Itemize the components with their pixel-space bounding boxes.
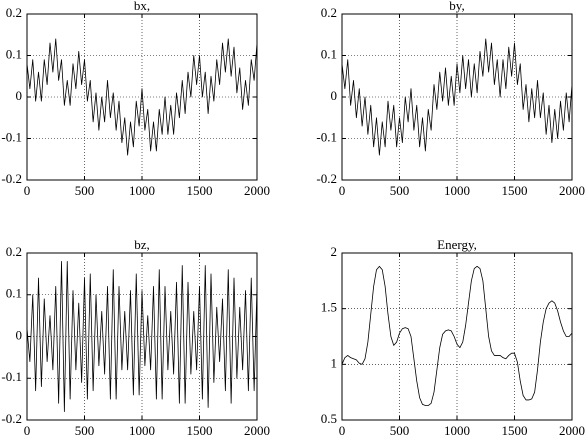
x-tick-label: 1000 <box>129 183 155 198</box>
x-tick-label: 0 <box>339 183 346 198</box>
y-tick-label: 0.1 <box>321 46 337 61</box>
data-line <box>26 260 258 413</box>
x-tick-label: 2000 <box>244 183 270 198</box>
y-tick-label: 0.2 <box>6 5 22 20</box>
y-tick-label: 0 <box>16 88 23 103</box>
y-tick-label: 0.5 <box>321 411 337 426</box>
y-tick-label: 0 <box>331 88 338 103</box>
x-tick-label: 2000 <box>559 183 585 198</box>
x-tick-label: 0 <box>24 183 31 198</box>
plot-frame <box>26 13 258 181</box>
chart-title: bx, <box>134 0 150 13</box>
y-tick-label: -0.1 <box>316 129 337 144</box>
chart-title: bz, <box>134 237 150 252</box>
y-tick-label: 1.5 <box>321 300 337 315</box>
plot-frame <box>341 13 573 181</box>
y-tick-label: -0.1 <box>1 369 22 384</box>
y-tick-label: 2 <box>331 244 338 259</box>
x-tick-label: 1500 <box>187 423 213 437</box>
chart-title: by, <box>449 0 464 13</box>
x-tick-label: 1500 <box>187 183 213 198</box>
x-tick-label: 1500 <box>502 423 528 437</box>
y-tick-label: 0.2 <box>6 244 22 259</box>
y-tick-label: 1 <box>331 355 338 370</box>
x-tick-label: 500 <box>390 423 410 437</box>
x-tick-label: 0 <box>24 423 31 437</box>
data-line <box>341 38 573 156</box>
y-tick-label: 0.1 <box>6 46 22 61</box>
x-tick-label: 2000 <box>559 423 585 437</box>
x-tick-label: 1500 <box>502 183 528 198</box>
y-tick-label: -0.2 <box>1 411 22 426</box>
y-tick-label: -0.2 <box>316 171 337 186</box>
x-tick-label: 0 <box>339 423 346 437</box>
x-tick-label: 500 <box>75 183 95 198</box>
y-tick-label: 0.1 <box>6 286 22 301</box>
plot-frame <box>26 252 258 421</box>
y-tick-label: -0.2 <box>1 171 22 186</box>
x-tick-label: 1000 <box>129 423 155 437</box>
y-tick-label: -0.1 <box>1 129 22 144</box>
y-tick-label: 0 <box>16 327 23 342</box>
data-line <box>341 265 573 406</box>
chart-title: Energy, <box>437 237 477 252</box>
data-line <box>26 38 258 156</box>
x-tick-label: 1000 <box>444 183 470 198</box>
plot-frame <box>341 252 573 421</box>
x-tick-label: 500 <box>75 423 95 437</box>
y-tick-label: 0.2 <box>321 5 337 20</box>
x-tick-label: 1000 <box>444 423 470 437</box>
x-tick-label: 2000 <box>244 423 270 437</box>
x-tick-label: 500 <box>390 183 410 198</box>
